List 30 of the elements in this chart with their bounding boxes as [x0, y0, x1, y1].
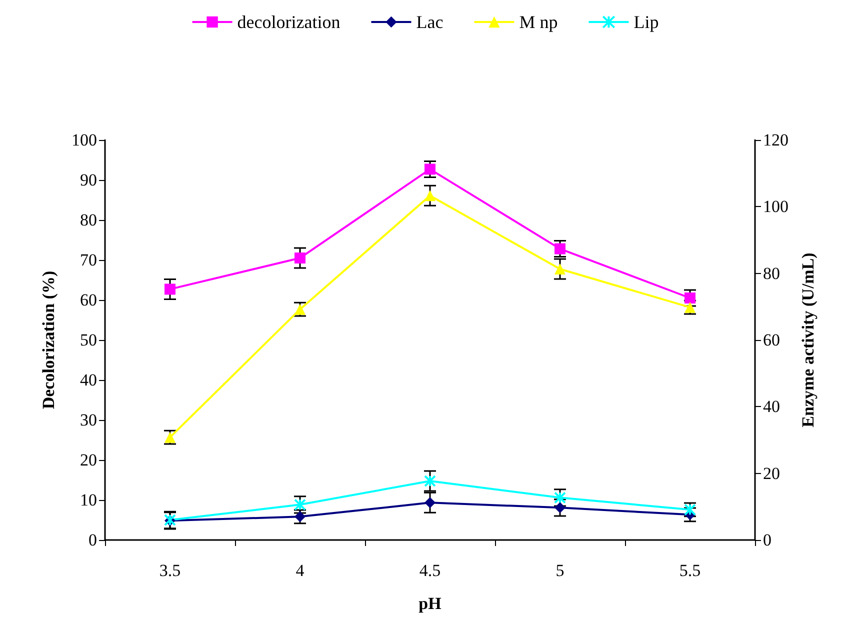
x-tick-label: 4 [296, 561, 305, 580]
y-tick-label: 0 [88, 530, 97, 550]
y2-tick-label: 60 [763, 330, 780, 350]
legend-label: Lac [416, 12, 444, 32]
x-tick-label: 3.5 [159, 561, 181, 580]
y-tick-label: 50 [80, 330, 97, 350]
x-axis-title: pH [418, 594, 442, 613]
x-tick-label: 5.5 [679, 561, 701, 580]
y-tick-label: 40 [80, 370, 97, 390]
legend-label: Lip [634, 12, 659, 32]
y2-tick-label: 120 [763, 130, 788, 150]
x-tick-label: 5 [556, 561, 564, 580]
y-tick-label: 10 [80, 490, 97, 510]
y-axis-title: Decolorization (%) [39, 270, 58, 410]
y-tick-label: 90 [80, 170, 97, 190]
y-tick-label: 30 [80, 410, 97, 430]
y2-axis-title: Enzyme activity (U/mL) [798, 252, 818, 428]
x-tick-label: 4.5 [419, 561, 441, 580]
y2-tick-label: 40 [763, 397, 780, 416]
y2-tick-label: 100 [763, 197, 788, 216]
y-tick-label: 60 [80, 290, 97, 310]
y-tick-label: 20 [80, 450, 97, 470]
y-tick-label: 100 [72, 130, 97, 150]
legend-label: M np [519, 12, 558, 32]
y-tick-label: 80 [80, 210, 97, 230]
legend-label: decolorization [237, 12, 340, 32]
y-tick-label: 70 [80, 250, 97, 270]
y2-tick-label: 0 [763, 530, 772, 550]
y2-tick-label: 80 [763, 264, 780, 283]
y2-tick-label: 20 [763, 464, 780, 483]
